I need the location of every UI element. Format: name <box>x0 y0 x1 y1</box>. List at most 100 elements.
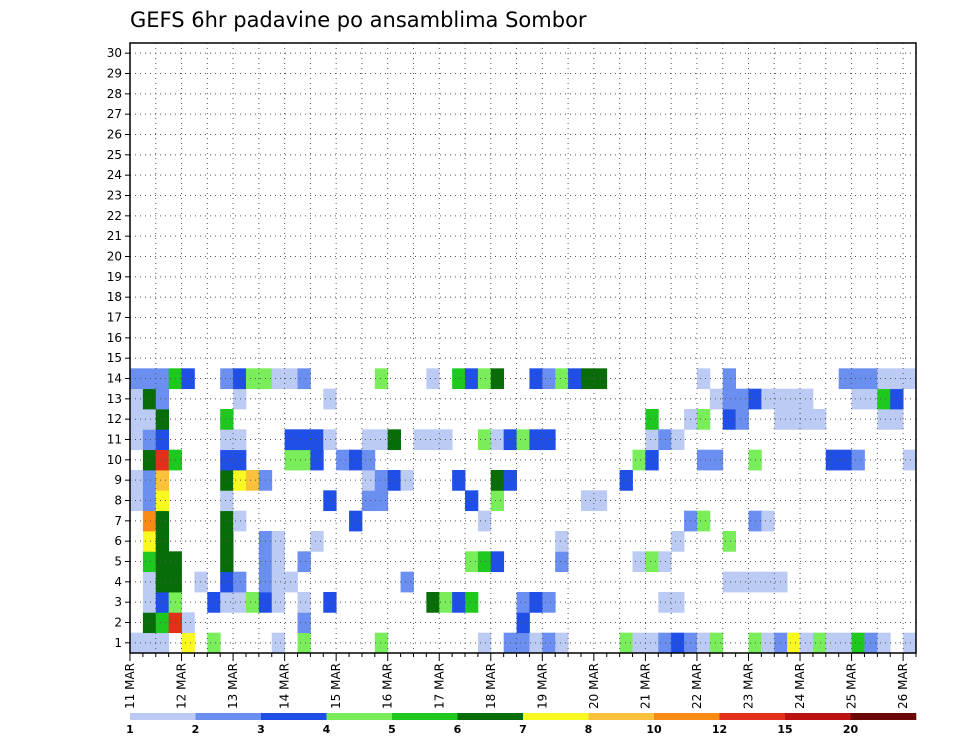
heatmap-cell <box>490 551 505 573</box>
heatmap-cell <box>645 449 659 471</box>
heatmap-cell <box>671 429 685 451</box>
heatmap-cell <box>142 490 157 512</box>
colorbar-label: 15 <box>777 723 792 736</box>
x-tick-label: 13 MAR <box>226 663 240 709</box>
heatmap-cell <box>555 632 569 654</box>
heatmap-cell <box>903 449 917 471</box>
heatmap-cell <box>555 368 569 390</box>
heatmap-cell <box>632 632 646 654</box>
heatmap-cell <box>155 449 170 471</box>
y-tick-label: 3 <box>114 595 122 609</box>
y-tick-label: 26 <box>107 128 122 142</box>
heatmap-cell <box>271 592 286 613</box>
heatmap-cell <box>155 551 170 573</box>
y-tick-labels: 1234567891011121314151617181920212223242… <box>107 46 130 650</box>
heatmap-cell <box>542 429 556 451</box>
heatmap-cell <box>220 551 234 573</box>
heatmap-cell <box>220 368 234 390</box>
heatmap-cell <box>864 388 878 410</box>
heatmap-cell <box>426 592 440 613</box>
heatmap-cell <box>490 368 505 390</box>
heatmap-cell <box>812 632 827 654</box>
x-tick-label: 25 MAR <box>845 663 859 709</box>
heatmap-cell <box>709 388 724 410</box>
heatmap-cell <box>477 368 492 390</box>
heatmap-cell <box>155 632 170 654</box>
heatmap-cell <box>787 632 801 654</box>
colorbar-swatch <box>785 713 851 720</box>
heatmap-cell <box>542 592 556 613</box>
heatmap-cell <box>761 510 775 532</box>
heatmap-cell <box>580 368 595 390</box>
heatmap-cell <box>812 409 827 430</box>
grid-lines <box>129 43 916 653</box>
heatmap-cell <box>477 551 492 573</box>
heatmap-cell <box>465 551 479 573</box>
heatmap-cell <box>800 632 814 654</box>
heatmap-cell <box>245 592 260 613</box>
heatmap-cell <box>864 368 878 390</box>
heatmap-cell <box>142 612 157 634</box>
heatmap-cell <box>722 388 737 410</box>
heatmap-cell <box>142 592 157 613</box>
heatmap-cell <box>645 551 659 573</box>
heatmap-cell <box>361 449 376 471</box>
heatmap-cell <box>658 551 672 573</box>
colorbar-swatch <box>719 713 786 720</box>
heatmap-cell <box>529 368 543 390</box>
colorbar-label: 20 <box>843 723 859 736</box>
heatmap-cell <box>658 632 672 654</box>
heatmap-cell <box>374 470 389 491</box>
heatmap-cell <box>516 429 530 451</box>
heatmap-cell <box>310 531 324 552</box>
heatmap-cell <box>220 531 234 552</box>
heatmap-cell <box>155 409 170 430</box>
heatmap-cell <box>890 409 904 430</box>
heatmap-cell <box>130 490 144 512</box>
y-tick-label: 14 <box>107 372 122 386</box>
plot-frame <box>129 42 917 654</box>
heatmap-cell <box>722 368 737 390</box>
heatmap-cell <box>671 531 685 552</box>
heatmap-cell <box>142 571 157 593</box>
heatmap-cell <box>542 632 556 654</box>
colorbar-label: 6 <box>454 723 462 736</box>
y-tick-label: 19 <box>107 270 122 284</box>
y-tick-label: 10 <box>107 453 122 467</box>
y-tick-label: 1 <box>114 636 122 650</box>
heatmap-cell <box>903 368 917 390</box>
heatmap-cell <box>696 449 711 471</box>
heatmap-cell <box>825 632 840 654</box>
heatmap-cell <box>632 449 646 471</box>
heatmap-cell <box>245 470 260 491</box>
heatmap-cell <box>761 632 775 654</box>
heatmap-cell <box>877 368 891 390</box>
heatmap-cell <box>142 470 157 491</box>
heatmap-cell <box>310 429 324 451</box>
heatmap-cell <box>516 592 530 613</box>
x-tick-label: 18 MAR <box>484 663 498 709</box>
heatmap-cell <box>323 592 337 613</box>
x-tick-label: 12 MAR <box>175 663 189 709</box>
heatmap-cell <box>130 470 144 491</box>
heatmap-cell <box>142 510 157 532</box>
colorbar: 1 2 3 4 5 6 7 8 10 12 15 20 <box>126 713 917 736</box>
heatmap-cell <box>155 531 170 552</box>
heatmap-cell <box>155 510 170 532</box>
heatmap-cell <box>323 429 337 451</box>
heatmap-cell <box>800 388 814 410</box>
heatmap-cell <box>142 429 157 451</box>
heatmap-cell <box>516 612 530 634</box>
heatmap-cell <box>851 632 865 654</box>
heatmap-cell <box>220 571 234 593</box>
x-tick-label: 21 MAR <box>638 663 652 709</box>
heatmap-cell <box>233 571 247 593</box>
colorbar-swatch <box>326 713 393 720</box>
heatmap-cell <box>155 490 170 512</box>
heatmap-cell <box>490 429 505 451</box>
heatmap-cell <box>632 551 646 573</box>
y-tick-label: 7 <box>114 514 122 528</box>
heatmap-cell <box>297 449 311 471</box>
heatmap-cell <box>336 449 350 471</box>
heatmap-cell <box>374 632 389 654</box>
